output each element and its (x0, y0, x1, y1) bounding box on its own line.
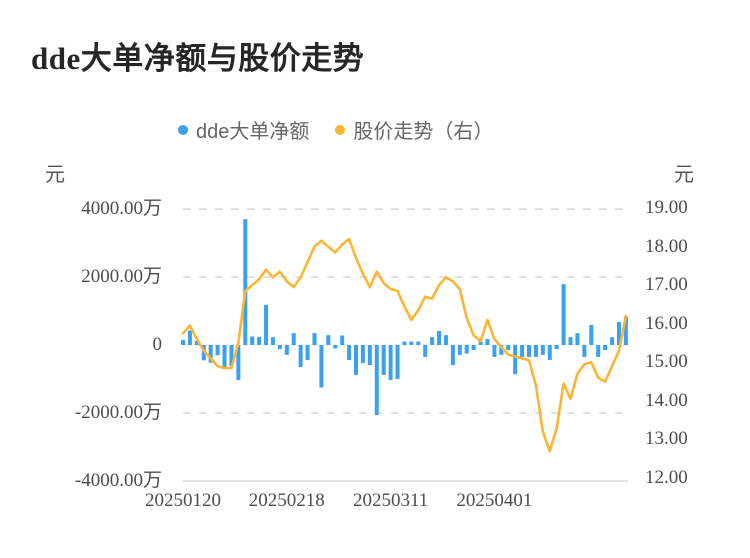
net-amount-bar (568, 337, 573, 345)
net-amount-bar (499, 345, 504, 355)
net-amount-bar (623, 316, 628, 345)
right-axis-tick-label: 17.00 (645, 274, 688, 296)
net-amount-bar (513, 345, 518, 375)
left-axis-tick-label: 2000.00万 (81, 266, 162, 287)
net-amount-bar (430, 337, 435, 345)
net-amount-bar (277, 345, 282, 350)
x-axis-tick-label: 20250120 (145, 490, 221, 511)
legend-item-price-trend[interactable]: 股价走势（右） (335, 115, 493, 144)
net-amount-bar (464, 345, 469, 354)
net-amount-bar (305, 345, 310, 360)
left-axis-tick-label: -2000.00万 (74, 402, 162, 423)
right-axis-tick-label: 18.00 (645, 235, 688, 257)
net-amount-bar (450, 345, 455, 366)
net-amount-bar (492, 345, 497, 357)
net-amount-bar (457, 345, 462, 355)
net-amount-bar (229, 345, 234, 367)
net-amount-bar (603, 345, 608, 351)
right-axis-tick-label: 19.00 (645, 197, 688, 218)
right-axis-tick-label: 16.00 (645, 312, 688, 334)
net-amount-bar (264, 304, 269, 345)
x-axis-tick-label: 20250311 (352, 490, 429, 511)
net-amount-bar (478, 341, 483, 345)
net-amount-bar (194, 340, 199, 345)
net-amount-bar (506, 345, 511, 351)
net-amount-bar (367, 345, 372, 366)
left-axis-tick-label: -4000.00万 (74, 470, 162, 491)
net-amount-bar (187, 330, 192, 345)
net-amount-bar (222, 345, 227, 369)
net-amount-bar (333, 345, 338, 349)
right-axis-tick-label: 13.00 (645, 428, 688, 450)
right-axis-tick-label: 12.00 (645, 467, 688, 488)
net-amount-bar (381, 345, 386, 375)
net-amount-bar (575, 333, 580, 345)
right-axis-tick-label: 15.00 (645, 351, 688, 373)
left-axis-tick-label: 0 (152, 334, 163, 355)
net-amount-bar (616, 321, 621, 345)
x-axis-tick-label: 20250401 (456, 490, 533, 511)
price-trend-line (181, 237, 628, 453)
net-amount-bar (471, 345, 476, 351)
legend-label-price-trend: 股价走势（右） (353, 121, 494, 143)
net-amount-bar (485, 338, 490, 345)
net-amount-bar (596, 345, 601, 357)
net-amount-bar (250, 336, 255, 345)
net-amount-bar (326, 335, 331, 345)
net-amount-bar (257, 336, 262, 345)
net-amount-bar (527, 345, 531, 357)
net-amount-bar (554, 345, 559, 350)
net-amount-bar (416, 341, 421, 345)
net-amount-bar (533, 345, 538, 357)
net-amount-bar (561, 284, 566, 345)
legend-item-dde-net-amount[interactable]: dde大单净额 (178, 115, 309, 144)
net-amount-bar (582, 345, 587, 357)
net-amount-bar (443, 335, 448, 345)
net-amount-bar (347, 345, 352, 360)
net-amount-bar (610, 337, 615, 345)
net-amount-bar (402, 341, 407, 345)
legend-dot-orange-icon (335, 124, 346, 135)
x-axis-tick-label: 20250218 (248, 490, 325, 511)
net-amount-bar (360, 345, 365, 364)
net-amount-bar (395, 345, 400, 379)
net-amount-bar (388, 345, 393, 381)
net-amount-bar (354, 345, 358, 375)
net-amount-bar (589, 324, 594, 345)
left-axis-tick-label: 4000.00万 (81, 198, 162, 219)
net-amount-bar (215, 345, 220, 356)
net-amount-bar (201, 345, 206, 361)
net-amount-bar (319, 345, 324, 388)
page-title: dde大单净额与股价走势 (31, 41, 365, 76)
net-amount-bar (374, 345, 379, 416)
net-amount-bar (520, 345, 525, 357)
net-amount-bar (270, 337, 275, 345)
net-amount-bar (437, 331, 442, 345)
net-amount-bar (208, 345, 213, 363)
net-amount-bar (540, 345, 545, 355)
net-amount-bar (236, 345, 241, 381)
right-axis-tick-label: 14.00 (645, 389, 688, 411)
left-axis-unit: 元 (45, 164, 65, 186)
legend-dot-blue-icon (178, 124, 188, 135)
net-amount-bar (291, 333, 296, 345)
legend-label-dde-net-amount: dde大单净额 (196, 121, 310, 143)
net-amount-bar (547, 345, 552, 360)
net-amount-bar (298, 345, 303, 368)
net-amount-bar (409, 341, 414, 345)
net-amount-bar (423, 345, 428, 357)
right-axis-unit: 元 (674, 164, 694, 186)
net-amount-bar (181, 339, 185, 345)
net-amount-bar (312, 333, 317, 345)
net-amount-bar (243, 219, 248, 345)
net-amount-bar (340, 335, 345, 345)
chart-legend: dde大单净额 股价走势（右） (178, 115, 493, 144)
net-amount-bar (284, 345, 289, 355)
